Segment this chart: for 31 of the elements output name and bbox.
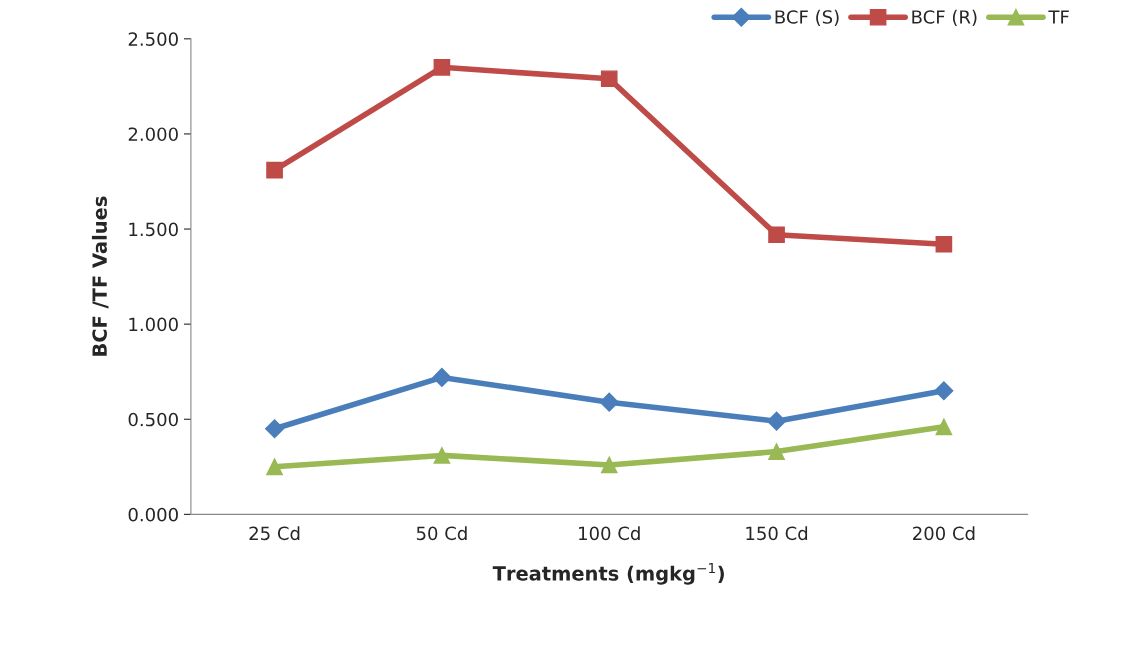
y-axis-title: BCF /TF Values (91, 196, 109, 356)
point (935, 235, 953, 253)
y-tick-label: 1.500 (129, 222, 178, 237)
point (433, 447, 451, 464)
point (767, 411, 787, 431)
point (266, 161, 283, 179)
point (600, 70, 618, 88)
point (266, 458, 283, 476)
point (768, 443, 785, 460)
y-tick-label: 2.500 (128, 32, 178, 46)
x-tick-label: 25 Cd (249, 526, 300, 541)
x-tick-label: 50 Cd (416, 526, 467, 541)
x-axis-title: Treatments (mgkg$^{−1}$) (492, 563, 724, 585)
y-tick-label: 0.500 (128, 412, 178, 427)
point (599, 392, 619, 412)
point (768, 226, 785, 244)
point (934, 381, 954, 401)
legend-label: BCF (R) (912, 9, 977, 26)
y-tick-label: 2.000 (128, 127, 178, 142)
y-tick-label: 1.000 (129, 317, 178, 332)
legend-label: TF (1048, 10, 1069, 24)
x-tick-label: 100 Cd (579, 526, 640, 541)
point (265, 419, 285, 439)
point (432, 367, 452, 387)
point (600, 456, 618, 474)
point (433, 59, 451, 76)
x-tick-label: 200 Cd (913, 526, 975, 541)
legend-label: BCF (S) (775, 9, 839, 26)
x-tick-label: 150 Cd (746, 526, 808, 541)
point (935, 418, 953, 436)
y-tick-label: 0.000 (128, 507, 178, 522)
